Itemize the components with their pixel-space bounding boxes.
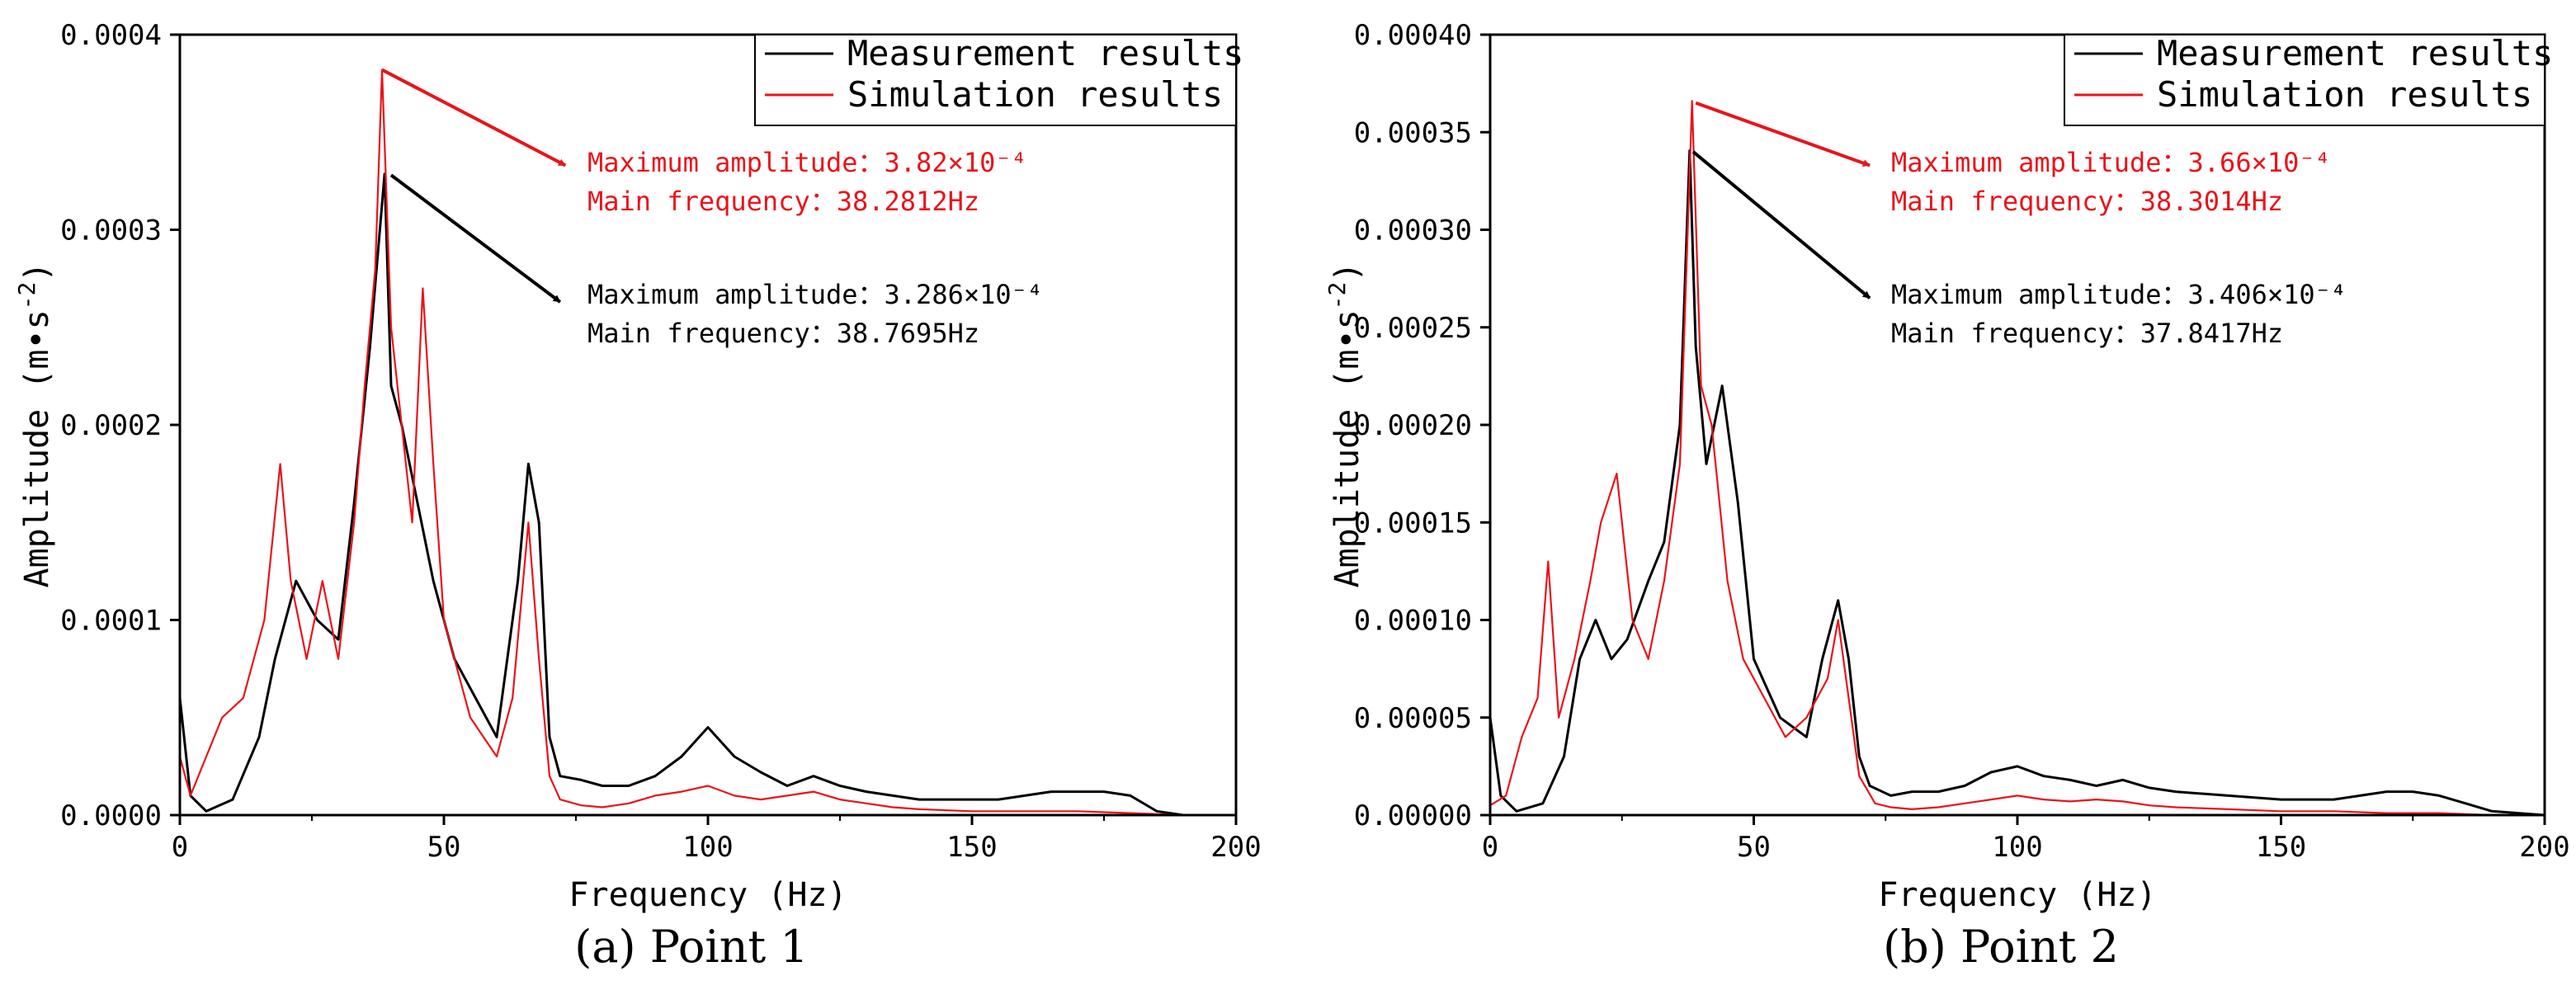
annotation-text-measurement: Maximum amplitude：3.406×10⁻⁴ [1891, 279, 2347, 310]
legend-label-measurement: Measurement results [2157, 33, 2553, 73]
annotation-arrow-measurement [389, 173, 562, 304]
x-tick-label: 150 [946, 831, 997, 864]
y-axis-title-main: Amplitude (m•s [1328, 309, 1366, 587]
y-tick-label: 0.00000 [1354, 799, 1472, 832]
x-tick-label: 150 [2256, 831, 2306, 864]
y-tick-label: 0.00025 [1354, 312, 1472, 345]
annotation-arrow-simulation [381, 68, 567, 167]
x-axis-title: Frequency (Hz) [569, 876, 847, 914]
x-tick-label: 50 [1737, 831, 1771, 864]
annotation-arrow-measurement [1691, 150, 1871, 299]
legend-label-measurement: Measurement results [847, 33, 1243, 73]
annotation-text-simulation: Maximum amplitude：3.66×10⁻⁴ [1891, 147, 2331, 178]
y-tick-label: 0.00040 [1354, 19, 1472, 52]
annotation-text-simulation: Maximum amplitude：3.82×10⁻⁴ [587, 147, 1027, 178]
legend-label-simulation: Simulation results [2157, 74, 2532, 115]
x-tick-label: 0 [172, 831, 188, 864]
x-tick-label: 200 [1210, 831, 1261, 864]
panel-caption: (a) Point 1 [574, 921, 808, 973]
y-tick-label: 0.00030 [1354, 214, 1472, 248]
chart-panel-b: 0 50 100 150 200 0.00000 0.00005 0.00010 0.00015… [1323, 19, 2570, 973]
series-line-simulation [178, 68, 1236, 817]
series-line-measurement [1489, 149, 2545, 817]
y-tick-label: 0.00020 [1354, 409, 1472, 442]
annotation-text-measurement: Main frequency：38.7695Hz [587, 318, 979, 349]
panel-caption: (b) Point 2 [1883, 921, 2119, 973]
y-tick-label: 0.0001 [60, 605, 162, 638]
legend-box [2064, 34, 2545, 126]
x-tick-label: 50 [427, 831, 461, 864]
annotation-text-simulation: Main frequency：38.3014Hz [1891, 186, 2283, 217]
y-tick-label: 0.0004 [60, 19, 162, 52]
y-axis-title-superscript: -2 [13, 282, 40, 310]
y-tick-label: 0.0002 [60, 409, 162, 442]
y-tick-label: 0.0003 [60, 214, 162, 248]
y-tick-label: 0.00005 [1354, 702, 1472, 735]
y-tick-label: 0.00035 [1354, 116, 1472, 149]
x-tick-label: 100 [1992, 831, 2042, 864]
y-axis-title-close: ) [18, 262, 56, 282]
x-tick-label: 200 [2519, 831, 2569, 864]
y-tick-label: 0.0000 [60, 799, 162, 832]
y-tick-label: 0.00010 [1354, 605, 1472, 638]
annotation-text-measurement: Main frequency：37.8417Hz [1891, 318, 2283, 349]
legend-label-simulation: Simulation results [847, 74, 1223, 115]
series-line-simulation [1489, 100, 2545, 817]
y-axis-title: Amplitude (m•s-2) [1323, 262, 1366, 588]
annotation-arrow-simulation [1695, 101, 1871, 167]
y-axis-title-close: ) [1328, 262, 1366, 282]
y-axis-title-main: Amplitude (m•s [18, 309, 56, 587]
x-axis-title: Frequency (Hz) [1878, 876, 2156, 914]
series-line-measurement [178, 172, 1236, 817]
y-axis-title-superscript: -2 [1323, 282, 1351, 310]
legend-box [754, 34, 1237, 126]
annotation-text-simulation: Main frequency：38.2812Hz [587, 186, 979, 217]
y-axis-title: Amplitude (m•s-2) [13, 262, 56, 588]
x-tick-label: 100 [682, 831, 733, 864]
annotation-text-measurement: Maximum amplitude：3.286×10⁻⁴ [587, 279, 1043, 310]
x-tick-label: 0 [1482, 831, 1498, 864]
y-tick-label: 0.00015 [1354, 507, 1472, 540]
chart-panel-a: 0 50 100 150 200 0.0000 0.0001 0.0002 0.0003 0.00… [13, 19, 1262, 973]
